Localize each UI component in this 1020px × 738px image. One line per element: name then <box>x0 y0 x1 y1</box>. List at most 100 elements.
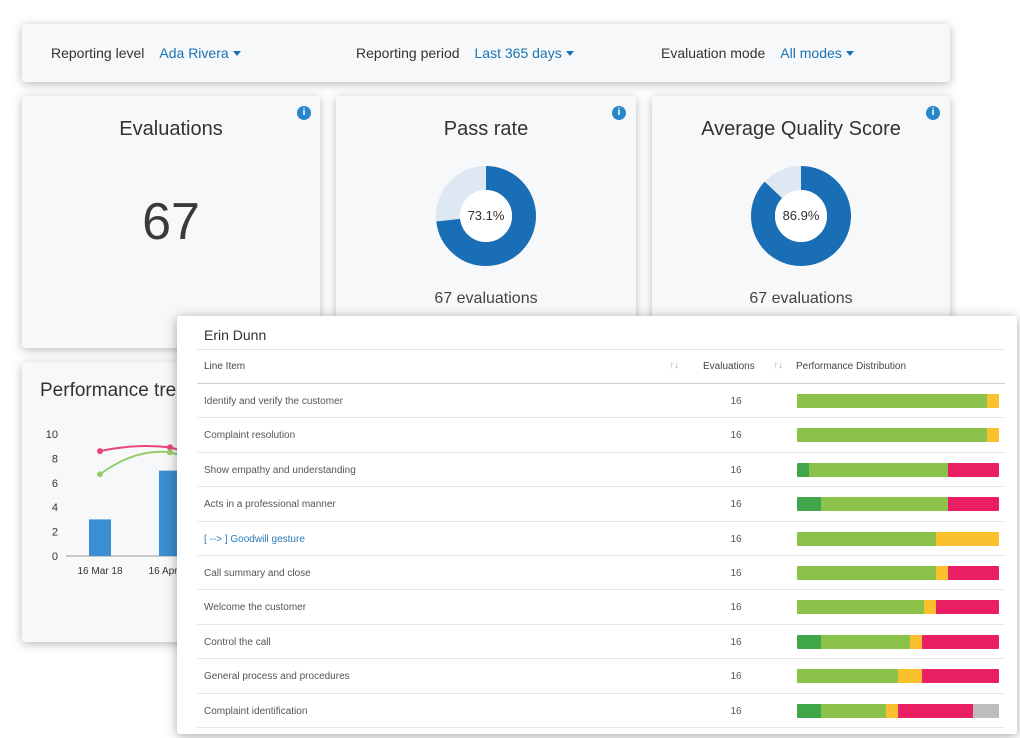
sort-icon[interactable]: ↑↓ <box>773 360 783 371</box>
distribution-segment-dark-green <box>797 462 810 477</box>
line-item-link[interactable]: [ --> ] Goodwill gesture <box>204 533 305 545</box>
evaluation-count: 16 <box>730 602 742 614</box>
table-header: Line Item ↑↓ Evaluations ↑↓ Performance … <box>197 350 1005 384</box>
distribution-segment-green <box>821 703 886 718</box>
evaluation-count: 16 <box>730 499 742 511</box>
filter-reporting-period: Reporting period Last 365 days <box>356 24 574 82</box>
table-row: Show empathy and understanding 16 <box>197 453 1005 488</box>
distribution-segment-red <box>936 600 999 615</box>
reporting-level-dropdown[interactable]: Ada Rivera <box>159 45 241 61</box>
table-row: Complaint identification 16 <box>197 694 1005 728</box>
line-item-name: Call summary and close <box>204 567 311 579</box>
reporting-period-dropdown[interactable]: Last 365 days <box>475 45 574 61</box>
table-row: Welcome the customer 16 <box>197 590 1005 625</box>
distribution-segment-green <box>821 497 949 512</box>
evaluations-count: 67 <box>142 193 200 251</box>
distribution-segment-yellow <box>936 565 949 580</box>
trend-bar <box>89 519 111 556</box>
trend-title: Performance trend <box>40 380 198 401</box>
filter-evaluation-mode: Evaluation mode All modes <box>661 24 854 82</box>
distribution-segment-red <box>897 703 973 718</box>
performance-distribution-bar[interactable] <box>797 634 999 649</box>
pass-rate-value: 73.1% <box>467 208 505 223</box>
donut-value-arc <box>751 166 851 266</box>
quality-score-title: Average Quality Score <box>701 118 901 140</box>
info-icon[interactable]: i <box>612 106 626 120</box>
donut-hole <box>460 190 512 242</box>
distribution-segment-yellow <box>910 634 923 649</box>
evaluation-count: 16 <box>730 533 742 545</box>
evaluation-count: 16 <box>730 671 742 683</box>
y-tick-label: 8 <box>52 453 58 465</box>
filter-bar: Reporting level Ada Rivera Reporting per… <box>22 24 950 82</box>
distribution-segment-dark-green <box>797 703 822 718</box>
y-tick-label: 6 <box>52 478 58 490</box>
caret-down-icon <box>232 50 241 56</box>
distribution-segment-green <box>797 428 987 443</box>
caret-down-icon <box>565 50 574 56</box>
evaluation-count: 16 <box>730 567 742 579</box>
trend-point <box>167 444 173 451</box>
line-item-table-panel: Erin Dunn Line Item ↑↓ Evaluations ↑↓ Pe… <box>177 316 1017 734</box>
evaluation-count: 16 <box>730 636 742 648</box>
evaluations-title: Evaluations <box>119 118 223 140</box>
distribution-segment-dark-green <box>797 634 822 649</box>
info-icon[interactable]: i <box>297 106 311 120</box>
header-evaluations[interactable]: Evaluations <box>703 361 755 372</box>
distribution-segment-green <box>809 462 949 477</box>
evaluation-mode-dropdown[interactable]: All modes <box>780 45 854 61</box>
performance-distribution-bar[interactable] <box>797 600 999 615</box>
header-performance-distribution: Performance Distribution <box>796 361 907 372</box>
distribution-segment-green <box>821 634 911 649</box>
x-tick-label: 16 Apr 18 <box>149 566 192 577</box>
y-tick-label: 10 <box>46 429 58 441</box>
distribution-segment-green <box>797 531 937 546</box>
quality-score-donut <box>751 166 851 266</box>
evaluation-count: 16 <box>730 430 742 442</box>
table-body: Identify and verify the customer 16 Compla… <box>197 384 1005 728</box>
performance-distribution-bar[interactable] <box>797 703 999 718</box>
y-tick-label: 2 <box>52 527 58 539</box>
line-item-name: Show empathy and understanding <box>204 464 356 476</box>
filter-reporting-level: Reporting level Ada Rivera <box>51 24 241 82</box>
performance-distribution-bar[interactable] <box>797 669 999 684</box>
distribution-segment-yellow <box>924 600 937 615</box>
filter-label: Reporting level <box>51 45 145 61</box>
donut-hole <box>775 190 827 242</box>
performance-distribution-bar[interactable] <box>797 497 999 512</box>
pass-rate-donut <box>436 166 536 266</box>
evaluations-card: Evaluations i 67 <box>22 96 320 348</box>
header-line-item[interactable]: Line Item <box>204 361 246 372</box>
performance-distribution-bar[interactable] <box>797 531 999 546</box>
performance-distribution-bar[interactable] <box>797 394 999 408</box>
distribution-segment-red <box>922 669 999 684</box>
trend-point <box>97 471 103 478</box>
line-item-name: Welcome the customer <box>204 602 307 614</box>
evaluation-count: 16 <box>730 464 742 476</box>
table-row: Acts in a professional manner 16 <box>197 487 1005 522</box>
y-tick-label: 0 <box>52 551 58 563</box>
pass-rate-card: Pass rate i 73.1% 67 evaluations <box>336 96 636 348</box>
quality-score-value: 86.9% <box>782 208 820 223</box>
caret-down-icon <box>845 50 854 56</box>
sort-icon[interactable]: ↑↓ <box>669 360 679 371</box>
pass-rate-title: Pass rate <box>443 118 529 140</box>
performance-distribution-bar[interactable] <box>797 565 999 580</box>
info-icon[interactable]: i <box>926 106 940 120</box>
trend-point <box>167 449 173 456</box>
distribution-segment-yellow <box>898 669 923 684</box>
distribution-segment-yellow <box>936 531 999 546</box>
distribution-segment-green <box>797 394 987 408</box>
evaluation-count: 16 <box>730 396 742 407</box>
distribution-segment-red <box>948 462 999 477</box>
line-item-name: Acts in a professional manner <box>204 499 336 511</box>
agent-name: Erin Dunn <box>204 327 267 343</box>
distribution-segment-yellow <box>885 703 898 718</box>
distribution-segment-red <box>922 634 999 649</box>
performance-distribution-bar[interactable] <box>797 462 999 477</box>
filter-label: Evaluation mode <box>661 45 766 61</box>
trend-bar <box>159 470 181 556</box>
performance-distribution-bar[interactable] <box>797 428 999 443</box>
table-row: Identify and verify the customer 16 <box>197 384 1005 419</box>
trend-point <box>97 448 103 455</box>
